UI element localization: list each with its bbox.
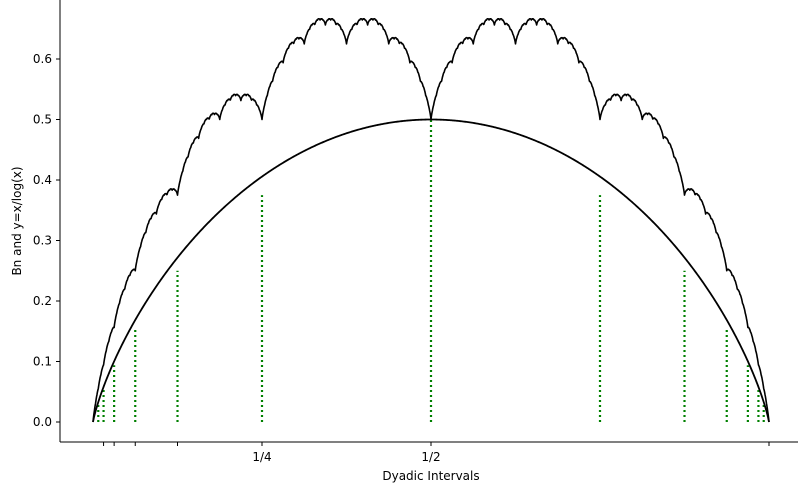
x-tick-label: 1/2: [421, 450, 440, 464]
y-tick-label: 0.2: [33, 294, 52, 308]
x-axis-ticks: 1/4 1/2: [103, 442, 770, 464]
y-tick-label: 0.5: [33, 113, 52, 127]
y-tick-label: 0.0: [33, 415, 52, 429]
x-axis-label: Dyadic Intervals: [382, 469, 479, 483]
y-axis-label: Bn and y=x/log(x): [10, 166, 24, 275]
y-axis-ticks: 0.0 0.1 0.2 0.3 0.4 0.5 0.6: [33, 52, 60, 429]
smooth-curve: [92, 118, 770, 423]
plot-area: [92, 17, 770, 423]
y-tick-label: 0.3: [33, 234, 52, 248]
y-tick-label: 0.6: [33, 52, 52, 66]
y-tick-label: 0.1: [33, 355, 52, 369]
x-tick-label: 1/4: [252, 450, 271, 464]
y-tick-label: 0.4: [33, 173, 52, 187]
